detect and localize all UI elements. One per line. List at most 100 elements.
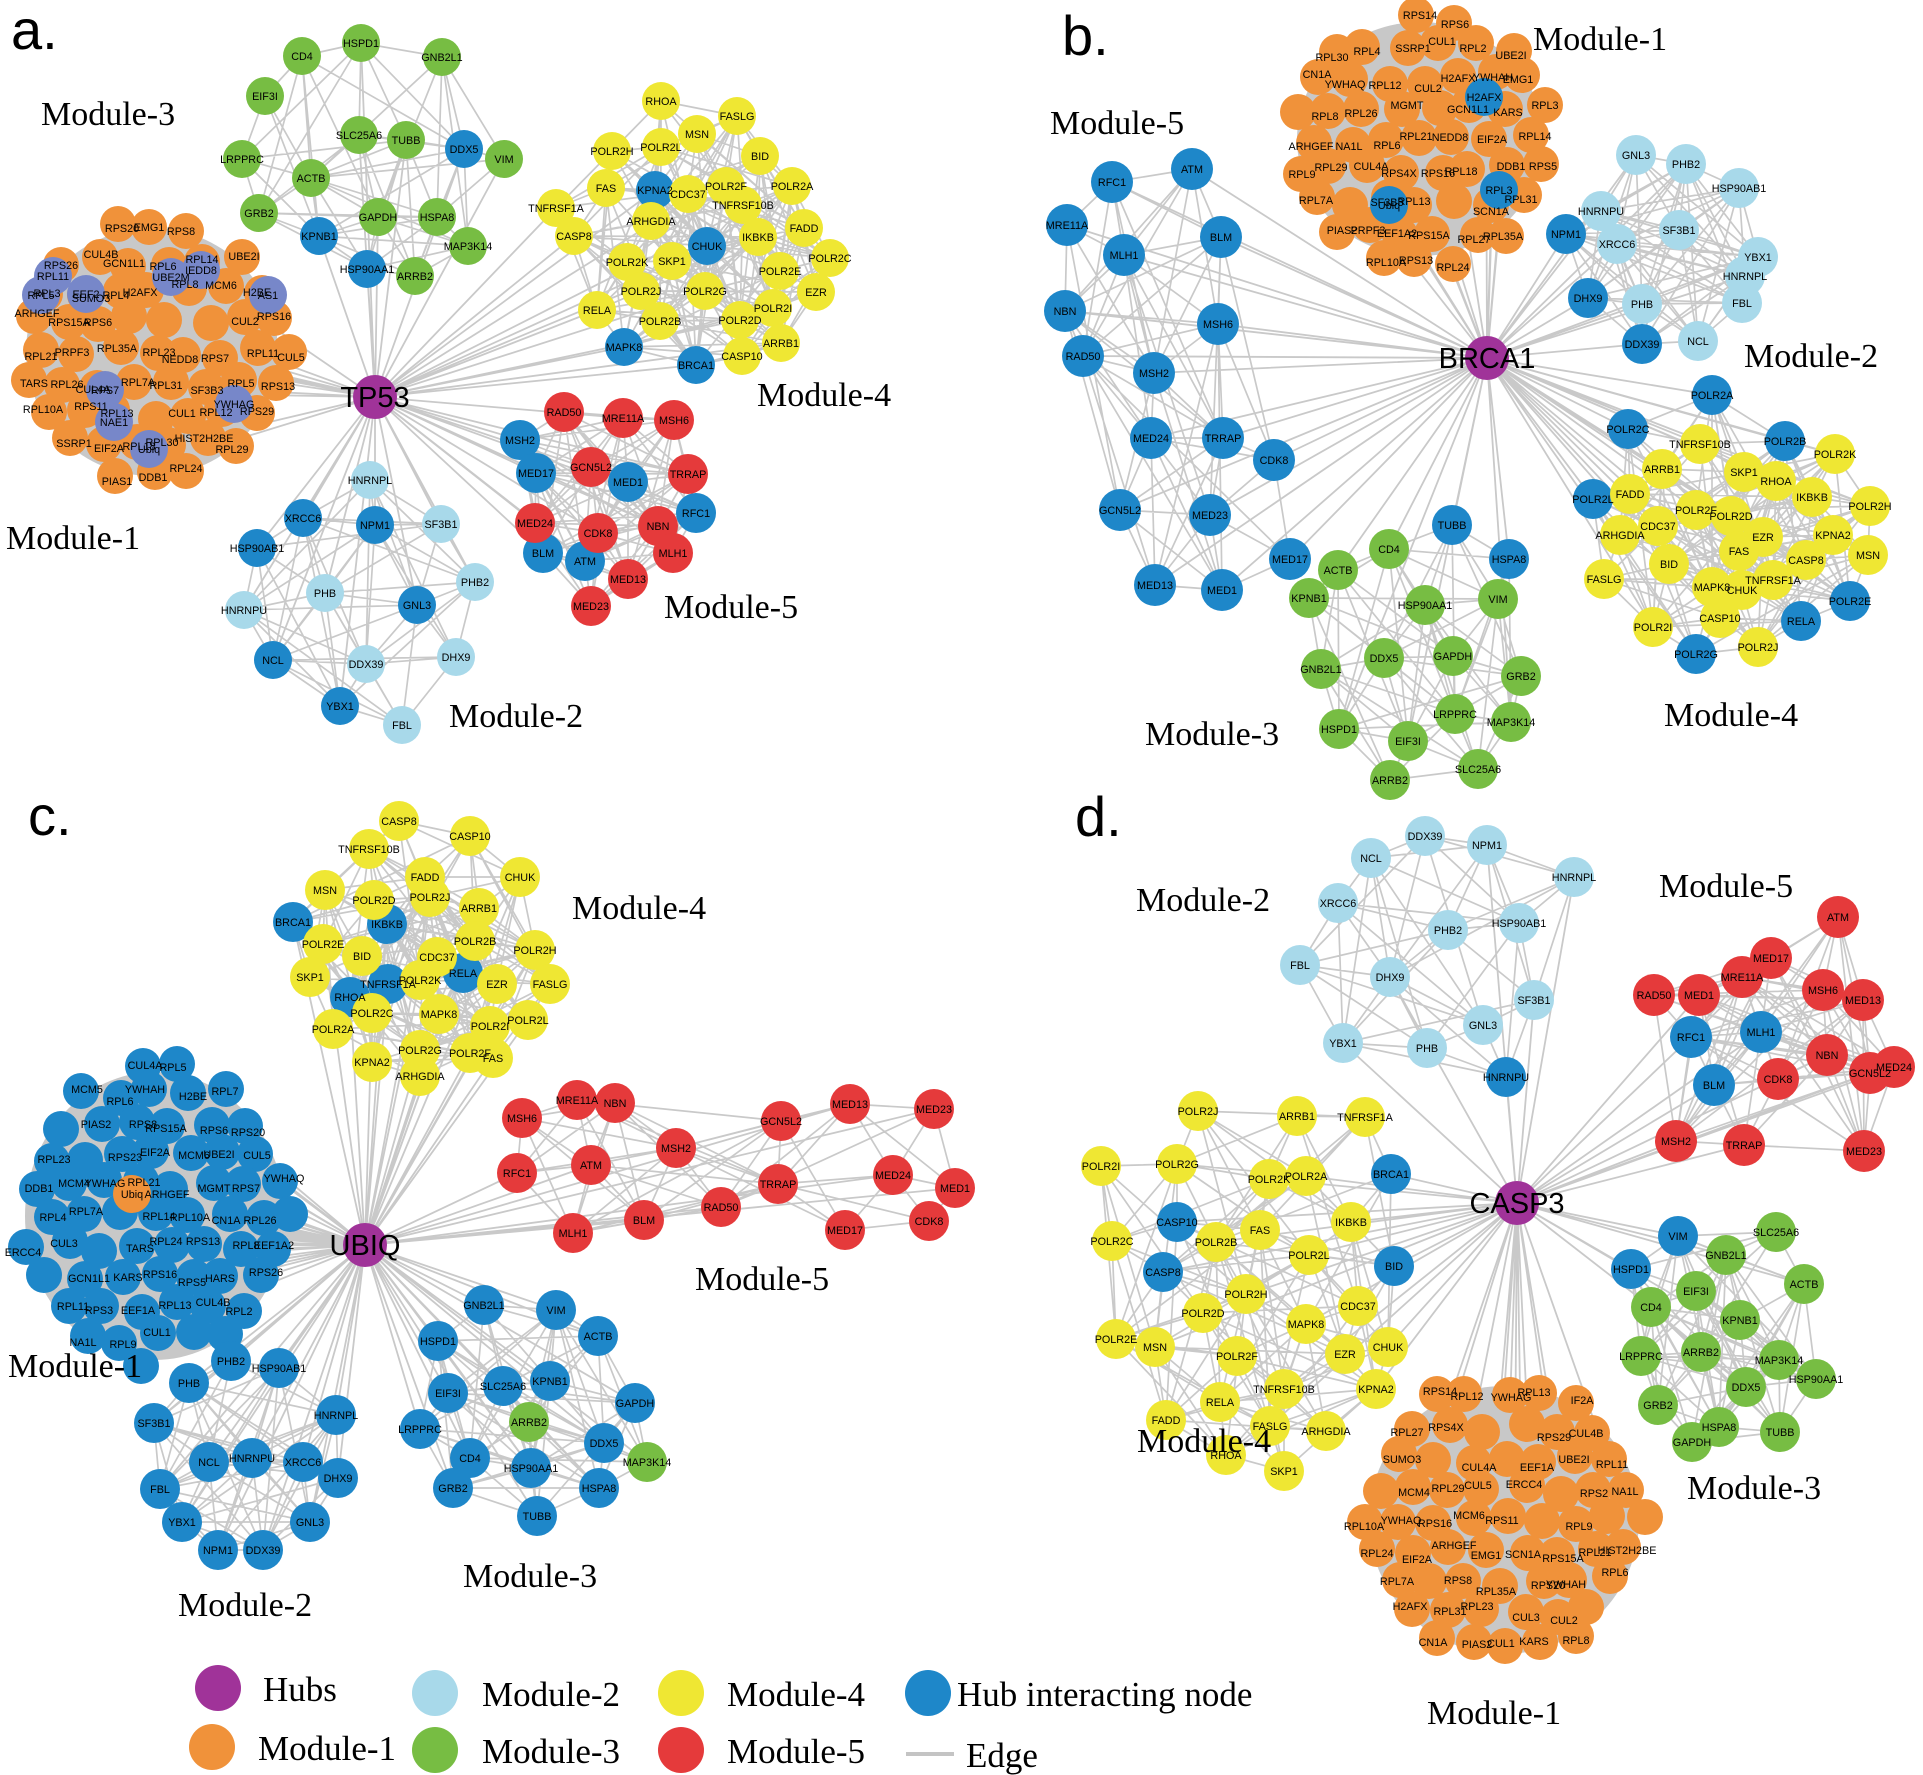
svg-text:RPL14: RPL14 [1518, 131, 1551, 143]
svg-text:RPS29: RPS29 [240, 406, 274, 418]
svg-text:RPL8: RPL8 [1311, 111, 1338, 123]
svg-text:DDB1: DDB1 [1497, 161, 1526, 173]
svg-text:RPL7A: RPL7A [1380, 1576, 1415, 1588]
svg-text:CASP8: CASP8 [381, 816, 416, 828]
svg-text:HNRNPL: HNRNPL [348, 475, 392, 487]
svg-text:POLR2J: POLR2J [621, 286, 662, 298]
svg-text:NBN: NBN [647, 521, 670, 533]
svg-text:KPNB1: KPNB1 [1722, 1315, 1757, 1327]
svg-text:VIM: VIM [1488, 594, 1507, 606]
svg-text:SLC25A6: SLC25A6 [336, 130, 382, 142]
svg-text:RPS15A: RPS15A [1408, 230, 1450, 242]
svg-text:FASLG: FASLG [1587, 574, 1622, 586]
svg-text:CASP10: CASP10 [449, 831, 490, 843]
svg-text:DDX5: DDX5 [590, 1438, 619, 1450]
svg-text:CD4: CD4 [1378, 544, 1400, 556]
svg-text:RPS13: RPS13 [1399, 255, 1433, 267]
svg-text:ACTB: ACTB [584, 1331, 613, 1343]
svg-text:Ubiq: Ubiq [138, 444, 160, 456]
svg-text:RPL10A: RPL10A [1344, 1521, 1385, 1533]
svg-text:RPL6: RPL6 [149, 261, 176, 273]
svg-text:RPL9: RPL9 [1288, 169, 1315, 181]
svg-text:NCL: NCL [1687, 336, 1709, 348]
svg-text:Edge: Edge [966, 1736, 1038, 1775]
svg-text:HSPD1: HSPD1 [420, 1336, 456, 1348]
svg-text:BRCA1: BRCA1 [275, 917, 311, 929]
svg-text:RPL6: RPL6 [1373, 140, 1400, 152]
svg-text:RPS3: RPS3 [85, 1305, 113, 1317]
svg-text:KPNA2: KPNA2 [1815, 530, 1850, 542]
svg-text:NCL: NCL [1360, 853, 1382, 865]
svg-text:SLC25A6: SLC25A6 [480, 1381, 526, 1393]
svg-text:RPL6: RPL6 [106, 1096, 133, 1108]
svg-text:POLR2I: POLR2I [471, 1021, 509, 1033]
svg-text:MCM6: MCM6 [205, 280, 237, 292]
svg-text:RPL13: RPL13 [1517, 1387, 1550, 1399]
svg-text:RAD50: RAD50 [704, 1202, 739, 1214]
svg-text:RPL11: RPL11 [57, 1301, 89, 1313]
svg-text:AS1: AS1 [258, 290, 278, 302]
svg-text:DDX39: DDX39 [349, 659, 384, 671]
svg-text:Module-5: Module-5 [664, 589, 798, 626]
svg-text:NEDD8: NEDD8 [1432, 132, 1469, 144]
svg-text:CD4: CD4 [459, 1453, 481, 1465]
svg-text:RELA: RELA [583, 305, 612, 317]
svg-text:RPS13: RPS13 [261, 381, 295, 393]
svg-text:SF3B3: SF3B3 [190, 385, 223, 397]
svg-text:YBX1: YBX1 [168, 1517, 196, 1529]
svg-text:RPL24: RPL24 [169, 463, 202, 475]
svg-text:PHB: PHB [1416, 1043, 1438, 1055]
svg-text:CUL1: CUL1 [1428, 36, 1456, 48]
svg-text:EIF2A: EIF2A [1477, 134, 1508, 146]
svg-text:RPL21: RPL21 [24, 351, 57, 363]
svg-text:SF3B1: SF3B1 [1517, 995, 1550, 1007]
svg-text:Module-1: Module-1 [1533, 21, 1667, 58]
svg-text:MED23: MED23 [573, 601, 609, 613]
svg-text:SSRP1: SSRP1 [1395, 43, 1430, 55]
svg-text:MSH6: MSH6 [659, 415, 689, 427]
svg-text:H2BE: H2BE [179, 1091, 207, 1103]
svg-text:CDK8: CDK8 [584, 528, 613, 540]
svg-text:DHX9: DHX9 [1376, 972, 1405, 984]
svg-text:MED1: MED1 [1684, 990, 1714, 1002]
svg-text:LRPPRC: LRPPRC [398, 1424, 442, 1436]
svg-text:CHUK: CHUK [692, 241, 723, 253]
svg-text:RPL3: RPL3 [1485, 185, 1512, 197]
svg-text:BLM: BLM [633, 1215, 655, 1227]
svg-text:RPL14: RPL14 [185, 254, 218, 266]
svg-text:GAPDH: GAPDH [1673, 1437, 1711, 1449]
svg-text:RHOA: RHOA [1210, 1450, 1242, 1462]
svg-text:POLR2E: POLR2E [1095, 1334, 1138, 1346]
svg-text:MLH1: MLH1 [1747, 1027, 1776, 1039]
svg-text:PRPF3: PRPF3 [1351, 225, 1386, 237]
svg-text:RPL26: RPL26 [1344, 108, 1377, 120]
svg-text:EEF1A2: EEF1A2 [254, 1240, 294, 1252]
svg-text:CUL4A: CUL4A [128, 1060, 164, 1072]
svg-text:Module-2: Module-2 [1136, 882, 1270, 919]
svg-text:ERCC4: ERCC4 [5, 1247, 42, 1259]
svg-text:IKBKB: IKBKB [1796, 492, 1828, 504]
svg-text:POLR2L: POLR2L [507, 1015, 548, 1027]
svg-text:EMG1: EMG1 [134, 222, 165, 234]
svg-text:RPL24: RPL24 [1360, 1548, 1393, 1560]
svg-text:RPS13: RPS13 [186, 1236, 220, 1248]
svg-text:MRE11A: MRE11A [1721, 972, 1764, 984]
svg-text:EIF3I: EIF3I [1683, 1286, 1709, 1298]
svg-text:CN1A: CN1A [1303, 69, 1333, 81]
svg-text:ATM: ATM [580, 1160, 602, 1172]
svg-text:DDX5: DDX5 [450, 144, 479, 156]
svg-text:Module-4: Module-4 [572, 890, 706, 927]
svg-text:HSPD1: HSPD1 [1321, 724, 1357, 736]
svg-text:CDC37: CDC37 [1640, 521, 1675, 533]
svg-text:POLR2B: POLR2B [639, 316, 682, 328]
svg-text:POLR2H: POLR2H [513, 945, 556, 957]
svg-text:EIF2A: EIF2A [1402, 1554, 1433, 1566]
svg-text:YWHAQ: YWHAQ [1381, 1515, 1422, 1527]
svg-text:PHB: PHB [1631, 299, 1653, 311]
svg-text:UBIQ: UBIQ [330, 1230, 401, 1262]
svg-text:Module-3: Module-3 [41, 96, 175, 133]
svg-text:MED1: MED1 [613, 477, 643, 489]
svg-text:DDX5: DDX5 [1370, 653, 1399, 665]
svg-text:RPL11: RPL11 [37, 271, 69, 283]
svg-text:MSH6: MSH6 [1203, 319, 1233, 331]
